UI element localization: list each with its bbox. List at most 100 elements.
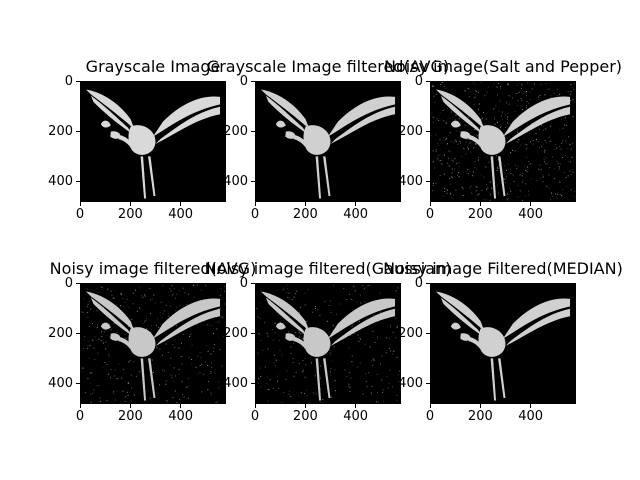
noise-pixel bbox=[467, 146, 468, 148]
noise-pixel bbox=[548, 167, 550, 169]
noise-pixel bbox=[473, 97, 475, 99]
noise-pixel bbox=[87, 316, 89, 318]
noise-pixel bbox=[439, 112, 441, 114]
noise-pixel bbox=[557, 163, 559, 165]
noise-pixel bbox=[434, 101, 436, 103]
noise-pixel bbox=[166, 400, 168, 402]
noise-pixel bbox=[437, 119, 439, 121]
noise-pixel bbox=[330, 368, 332, 370]
noise-pixel bbox=[109, 377, 111, 379]
noise-pixel bbox=[533, 83, 535, 85]
noise-pixel bbox=[506, 118, 508, 120]
noise-pixel bbox=[210, 391, 212, 393]
noise-pixel bbox=[170, 357, 172, 359]
noise-pixel bbox=[433, 95, 435, 97]
noise-pixel bbox=[211, 324, 213, 326]
noise-pixel bbox=[151, 298, 153, 300]
noise-pixel bbox=[449, 126, 451, 128]
noise-pixel bbox=[104, 362, 106, 364]
crane-right-wing bbox=[328, 298, 396, 339]
noise-pixel bbox=[483, 198, 485, 200]
noise-pixel bbox=[153, 294, 155, 296]
noise-pixel bbox=[348, 293, 350, 295]
noise-pixel bbox=[542, 176, 544, 178]
noise-pixel bbox=[257, 316, 259, 318]
noise-pixel bbox=[570, 90, 572, 92]
noise-pixel bbox=[550, 125, 552, 127]
noise-pixel bbox=[102, 367, 104, 369]
noise-pixel bbox=[329, 300, 331, 302]
noise-pixel bbox=[539, 177, 541, 179]
noise-pixel bbox=[91, 322, 93, 324]
noise-pixel bbox=[292, 361, 294, 363]
noise-pixel bbox=[349, 386, 351, 388]
noise-pixel bbox=[385, 352, 387, 354]
crane-left-wing-lower bbox=[440, 95, 481, 133]
noise-pixel bbox=[88, 301, 90, 303]
noise-pixel bbox=[175, 306, 177, 308]
noise-pixel bbox=[171, 374, 173, 376]
noise-pixel bbox=[110, 290, 112, 292]
crane-right-wing-lower bbox=[155, 106, 221, 144]
noise-pixel bbox=[188, 357, 190, 359]
noise-pixel bbox=[219, 385, 221, 387]
noise-pixel bbox=[538, 141, 540, 143]
noise-pixel bbox=[538, 168, 540, 170]
noise-pixel bbox=[487, 187, 489, 189]
noise-pixel bbox=[510, 152, 512, 154]
noise-pixel bbox=[180, 356, 182, 358]
x-tick-mark bbox=[429, 404, 431, 408]
noise-pixel bbox=[221, 365, 223, 367]
noise-pixel bbox=[475, 168, 477, 170]
noise-pixel bbox=[184, 292, 186, 294]
noise-pixel bbox=[520, 98, 522, 100]
noise-pixel bbox=[489, 193, 491, 195]
noise-pixel bbox=[516, 130, 518, 132]
y-tick-mark bbox=[426, 130, 430, 132]
noise-pixel bbox=[281, 354, 283, 356]
noise-pixel bbox=[208, 365, 210, 367]
noise-pixel bbox=[149, 313, 151, 315]
x-tick-mark bbox=[254, 404, 256, 408]
noise-pixel bbox=[287, 296, 289, 298]
noise-pixel bbox=[444, 140, 446, 142]
noise-pixel bbox=[432, 183, 434, 185]
noise-pixel bbox=[550, 97, 552, 99]
noise-pixel bbox=[521, 200, 523, 201]
noise-pixel bbox=[503, 165, 505, 167]
noise-pixel bbox=[489, 181, 491, 183]
noise-pixel bbox=[381, 380, 383, 382]
noise-pixel bbox=[295, 332, 296, 334]
crane-leg-right bbox=[148, 358, 156, 399]
noise-pixel bbox=[471, 193, 473, 195]
noise-pixel bbox=[257, 382, 259, 384]
panel-title: Noisy image Filtered(MEDIAN) bbox=[383, 259, 623, 278]
noise-pixel bbox=[498, 110, 500, 112]
crane-crest bbox=[100, 322, 111, 330]
noise-pixel bbox=[90, 401, 92, 403]
noise-pixel bbox=[293, 342, 295, 344]
crane-neck bbox=[468, 135, 482, 147]
noise-pixel bbox=[180, 342, 182, 344]
noise-pixel bbox=[210, 353, 212, 355]
noise-pixel bbox=[476, 186, 478, 188]
y-tick-label: 0 bbox=[239, 73, 248, 89]
noise-pixel bbox=[472, 175, 474, 177]
noise-pixel bbox=[559, 163, 561, 165]
y-tick-label: 0 bbox=[64, 73, 73, 89]
noise-pixel bbox=[526, 82, 528, 84]
noise-pixel bbox=[446, 122, 448, 124]
noise-pixel bbox=[371, 360, 373, 362]
noise-pixel bbox=[296, 290, 298, 292]
noise-pixel bbox=[349, 372, 351, 374]
noise-pixel bbox=[452, 177, 454, 179]
crane-leg-left bbox=[140, 358, 147, 401]
noise-pixel bbox=[486, 91, 488, 93]
noise-pixel bbox=[113, 322, 115, 324]
noise-pixel bbox=[279, 349, 281, 351]
noise-pixel bbox=[85, 316, 87, 318]
noise-pixel bbox=[570, 189, 572, 191]
noise-pixel bbox=[516, 93, 518, 95]
noise-pixel bbox=[320, 365, 322, 367]
x-tick-label: 200 bbox=[467, 409, 493, 424]
